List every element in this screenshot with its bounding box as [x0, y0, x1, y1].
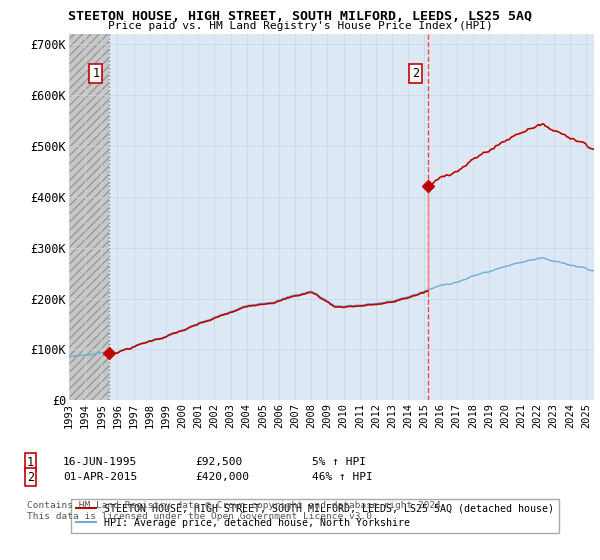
Text: £420,000: £420,000 [195, 472, 249, 482]
Text: 1: 1 [27, 455, 34, 469]
Text: £92,500: £92,500 [195, 457, 242, 467]
Text: 16-JUN-1995: 16-JUN-1995 [63, 457, 137, 467]
Bar [69, 34, 109, 400]
Text: 5% ↑ HPI: 5% ↑ HPI [312, 457, 366, 467]
Text: 2: 2 [27, 470, 34, 484]
Text: 01-APR-2015: 01-APR-2015 [63, 472, 137, 482]
Text: Price paid vs. HM Land Registry's House Price Index (HPI): Price paid vs. HM Land Registry's House … [107, 21, 493, 31]
Text: 2: 2 [412, 67, 419, 81]
Text: 1: 1 [92, 67, 100, 81]
Text: STEETON HOUSE, HIGH STREET, SOUTH MILFORD, LEEDS, LS25 5AQ: STEETON HOUSE, HIGH STREET, SOUTH MILFOR… [68, 10, 532, 23]
Text: 46% ↑ HPI: 46% ↑ HPI [312, 472, 373, 482]
Text: Contains HM Land Registry data © Crown copyright and database right 2024.
This d: Contains HM Land Registry data © Crown c… [27, 501, 447, 521]
Legend: STEETON HOUSE, HIGH STREET, SOUTH MILFORD, LEEDS, LS25 5AQ (detached house), HPI: STEETON HOUSE, HIGH STREET, SOUTH MILFOR… [71, 499, 559, 533]
